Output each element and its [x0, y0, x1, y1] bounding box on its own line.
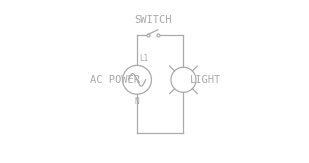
Text: SWITCH: SWITCH [134, 15, 172, 25]
Text: LIGHT: LIGHT [190, 75, 221, 85]
Text: N: N [135, 97, 139, 106]
Text: L1: L1 [140, 54, 149, 63]
Text: AC POWER: AC POWER [90, 75, 140, 85]
